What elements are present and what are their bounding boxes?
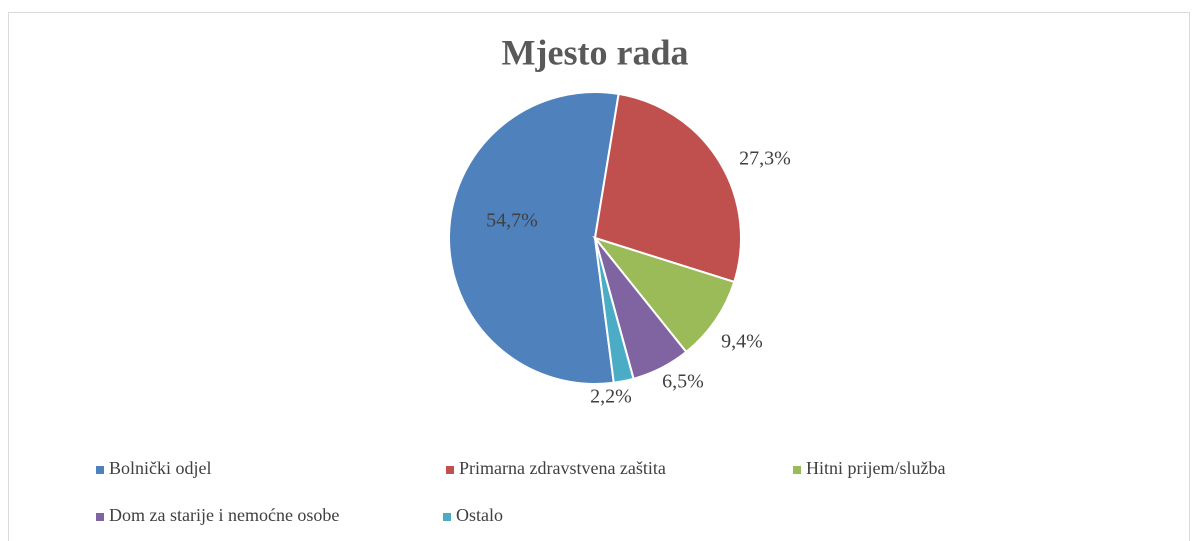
legend-marker xyxy=(96,466,104,474)
chart-title: Mjesto rada xyxy=(502,32,689,72)
legend-marker xyxy=(96,513,104,521)
legend-marker xyxy=(793,466,801,474)
data-label: 9,4% xyxy=(721,331,763,353)
pie-slice xyxy=(593,92,742,284)
pie-slice xyxy=(594,237,635,384)
pie-slice xyxy=(592,236,736,354)
legend-marker xyxy=(443,513,451,521)
legend-label: Ostalo xyxy=(456,505,503,525)
data-label: 54,7% xyxy=(486,210,538,232)
chart-frame xyxy=(8,12,1190,541)
data-label: 27,3% xyxy=(739,148,791,170)
legend-label: Hitni prijem/služba xyxy=(806,458,945,478)
data-label: 6,5% xyxy=(662,371,704,393)
data-label: 2,2% xyxy=(590,386,632,408)
legend-label: Primarna zdravstvena zaštita xyxy=(459,458,666,478)
pie-slice xyxy=(448,91,620,385)
legend-label: Bolnički odjel xyxy=(109,458,212,478)
legend-marker xyxy=(446,466,454,474)
legend-label: Dom za starije i nemoćne osobe xyxy=(109,505,339,525)
